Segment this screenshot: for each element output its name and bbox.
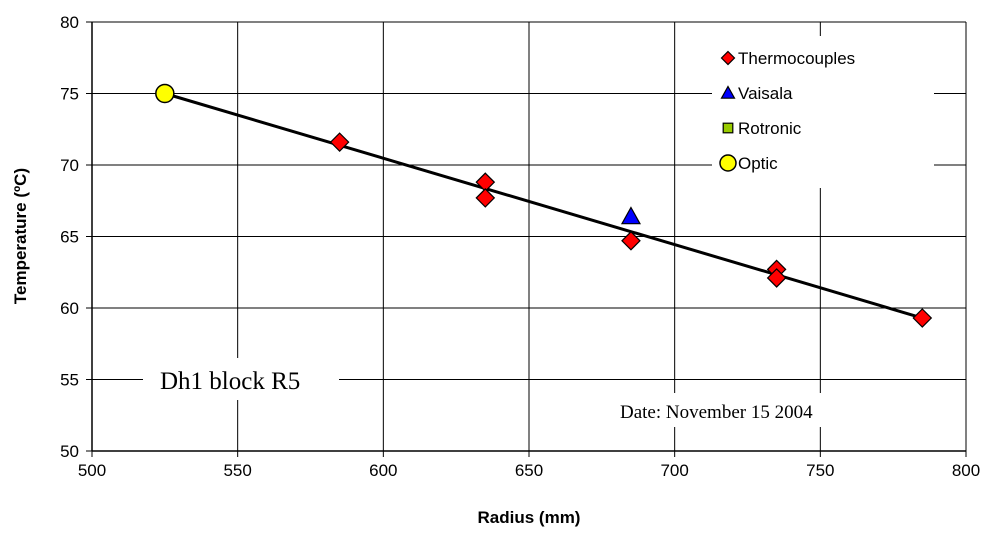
- annotation-background: [612, 393, 894, 427]
- data-point-optic: [155, 83, 175, 104]
- data-point-thermocouples: [329, 132, 350, 152]
- annotation-block-label: Dh1 block R5: [160, 368, 300, 395]
- legend: Thermocouples Vaisala Rotronic Optic: [712, 36, 934, 188]
- legend-marker-optic: [719, 154, 737, 172]
- y-axis-title: Temperature (ºC): [11, 168, 30, 304]
- x-tick-label: 800: [952, 461, 980, 480]
- data-point-thermocouples: [912, 308, 933, 328]
- legend-marker-vaisala: [720, 85, 736, 99]
- legend-marker-rotronic: [722, 122, 734, 134]
- data-points: [155, 83, 933, 328]
- x-axis-title: Radius (mm): [478, 508, 581, 527]
- data-point-thermocouples: [475, 188, 496, 208]
- trendline-layer: [164, 92, 923, 320]
- x-tick-label: 650: [515, 461, 543, 480]
- y-tick-label: 70: [60, 156, 79, 175]
- data-point-vaisala: [620, 206, 641, 225]
- y-tick-label: 80: [60, 13, 79, 32]
- y-tick-label: 75: [60, 85, 79, 104]
- x-tick-label: 550: [223, 461, 251, 480]
- legend-label-thermocouples: Thermocouples: [738, 49, 855, 68]
- legend-label-rotronic: Rotronic: [738, 119, 802, 138]
- x-tick-label: 600: [369, 461, 397, 480]
- x-tick-label: 750: [806, 461, 834, 480]
- y-tick-label: 50: [60, 442, 79, 461]
- axes: [86, 21, 967, 457]
- annotations: Dh1 block R5 Date: November 15 2004: [143, 358, 894, 427]
- trendline: [164, 92, 923, 320]
- x-tick-label: 500: [78, 461, 106, 480]
- y-tick-label: 55: [60, 371, 79, 390]
- data-point-thermocouples: [766, 268, 787, 288]
- legend-marker-thermocouples: [720, 50, 736, 66]
- x-tick-label: 700: [660, 461, 688, 480]
- annotation-date: Date: November 15 2004: [620, 402, 813, 423]
- legend-box: [712, 36, 934, 188]
- data-point-thermocouples: [621, 230, 641, 251]
- legend-label-vaisala: Vaisala: [738, 84, 793, 103]
- annotation-background: [143, 358, 339, 400]
- y-tick-label: 65: [60, 228, 79, 247]
- tick-labels: 500 550 600 650 700 750 800 50 55 60 65 70 75 80: [60, 13, 980, 480]
- legend-label-optic: Optic: [738, 154, 778, 173]
- y-tick-label: 60: [60, 299, 79, 318]
